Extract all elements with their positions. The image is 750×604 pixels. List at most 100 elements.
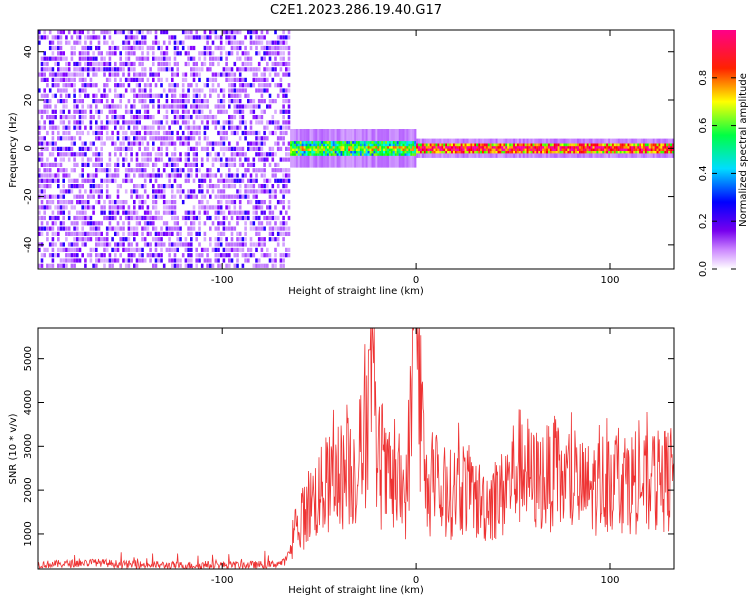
heatmap-cell (276, 40, 280, 45)
heatmap-cell (247, 61, 250, 67)
heatmap-cell (365, 153, 368, 156)
heatmap-cell (162, 168, 166, 173)
heatmap-cell (43, 184, 46, 189)
heatmap-cell (160, 141, 163, 146)
heatmap-cell (509, 145, 512, 149)
heatmap-cell (181, 83, 185, 88)
heatmap-cell (214, 77, 218, 82)
heatmap-cell (241, 130, 245, 136)
heatmap-cell (290, 141, 293, 144)
heatmap-cell (627, 145, 630, 149)
heatmap-cell (476, 148, 479, 151)
heatmap-cell (214, 247, 218, 252)
heatmap-cell (157, 258, 160, 263)
heatmap-cell (230, 72, 234, 77)
heatmap-cell (228, 88, 231, 93)
heatmap-cell (114, 141, 117, 146)
heatmap-cell (211, 88, 215, 93)
heatmap-cell (617, 150, 620, 154)
heatmap-cell (192, 226, 196, 231)
heatmap-cell (369, 141, 372, 144)
heatmap-cell (672, 150, 674, 154)
heatmap-cell (157, 45, 160, 51)
heatmap-cell (135, 210, 139, 215)
heatmap-cell (282, 99, 285, 104)
heatmap-cell (311, 150, 314, 154)
heatmap-cell (100, 237, 103, 242)
heatmap-cell (274, 162, 277, 167)
heatmap-cell (257, 77, 261, 82)
colorbar-tick-label: 0.0 (698, 261, 709, 277)
heatmap-cell (209, 56, 212, 61)
heatmap-cell (249, 146, 253, 151)
heatmap-cell (78, 146, 82, 151)
heatmap-cell (51, 125, 55, 130)
heatmap-cell (122, 258, 125, 263)
heatmap-cell (276, 35, 280, 40)
heatmap-cell (173, 99, 177, 104)
heatmap-cell (67, 231, 71, 236)
colorbar-tick-label: 0.4 (698, 165, 709, 181)
heatmap-cell (287, 157, 291, 162)
heatmap-cell (282, 168, 285, 173)
heatmap-cell (592, 150, 595, 154)
heatmap-cell (57, 99, 60, 104)
heatmap-cell (228, 30, 231, 35)
heatmap-cell (70, 72, 74, 77)
heatmap-cell (40, 141, 44, 146)
heatmap-cell (67, 83, 71, 88)
heatmap-cell (317, 141, 320, 144)
heatmap-cell (206, 258, 209, 263)
heatmap-cell (92, 226, 95, 231)
heatmap-cell (152, 205, 155, 210)
heatmap-cell (268, 253, 272, 258)
heatmap-cell (209, 173, 212, 178)
heatmap-cell (282, 253, 285, 258)
heatmap-cell (458, 143, 461, 147)
heatmap-cell (127, 168, 131, 173)
heatmap-cell (580, 145, 584, 149)
heatmap-cell (297, 141, 300, 144)
heatmap-cell (404, 148, 407, 151)
heatmap-cell (244, 189, 247, 194)
heatmap-cell (233, 162, 237, 167)
heatmap-cell (305, 153, 308, 156)
heatmap-cell (639, 150, 642, 154)
heatmap-cell (165, 200, 169, 205)
heatmap-cell (100, 194, 103, 199)
heatmap-cell (46, 93, 49, 98)
heatmap-cell (59, 263, 63, 268)
heatmap-cell (297, 143, 300, 147)
heatmap-cell (65, 253, 68, 258)
heatmap-cell (219, 157, 223, 162)
snr-background (38, 328, 674, 569)
heatmap-cell (271, 67, 275, 72)
heatmap-cell (141, 194, 144, 199)
heatmap-cell (190, 72, 193, 77)
heatmap-cell (311, 143, 314, 147)
heatmap-cell (162, 141, 166, 146)
heatmap-cell (228, 115, 231, 120)
heatmap-cell (617, 148, 620, 151)
heatmap-cell (86, 253, 90, 258)
heatmap-cell (62, 88, 65, 93)
heatmap-cell (241, 40, 245, 45)
heatmap-cell (285, 40, 288, 45)
heatmap-cell (51, 226, 55, 231)
heatmap-cell (287, 200, 291, 205)
heatmap-cell (40, 184, 44, 189)
heatmap-cell (285, 253, 288, 258)
heatmap-cell (100, 51, 103, 56)
heatmap-cell (236, 99, 239, 104)
heatmap-cell (285, 146, 288, 151)
heatmap-cell (625, 150, 628, 154)
heatmap-cell (203, 56, 207, 61)
heatmap-cell (171, 162, 174, 167)
heatmap-cell (209, 45, 212, 51)
heatmap-cell (470, 145, 473, 149)
heatmap-cell (285, 125, 288, 130)
heatmap-cell (181, 72, 185, 77)
heatmap-cell (342, 148, 345, 151)
heatmap-cell (279, 56, 283, 61)
heatmap-cell (59, 51, 63, 56)
